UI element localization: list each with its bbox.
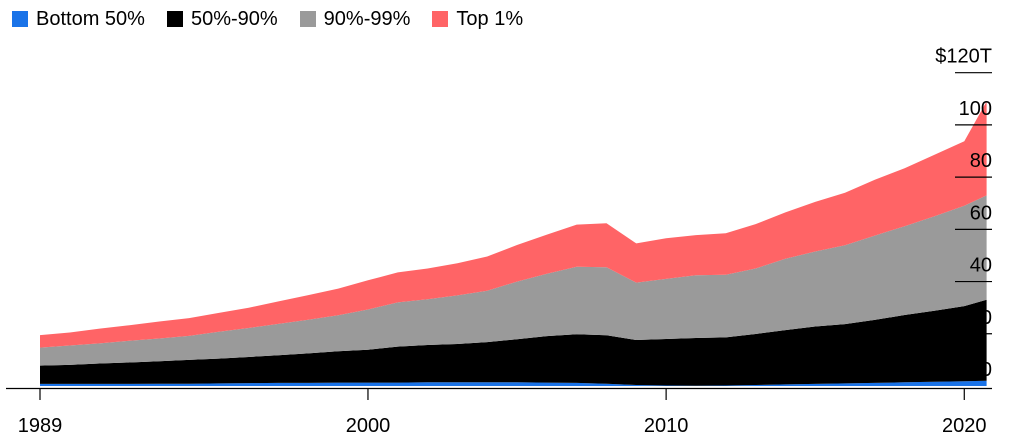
y-tick: 60 — [955, 202, 992, 230]
y-tick-label: 100 — [959, 98, 992, 120]
legend-label: 90%-99% — [323, 8, 411, 30]
area-90-99 — [40, 195, 987, 366]
legend-item-top-1: Top 1% — [432, 7, 523, 31]
stacked-areas — [40, 101, 987, 386]
legend-swatch — [299, 11, 316, 27]
legend-item-90-99: 90%-99% — [299, 7, 411, 31]
legend-label: Bottom 50% — [36, 8, 145, 30]
legend-swatch — [12, 11, 28, 27]
area-bottom-50 — [40, 380, 987, 386]
y-tick-label: 0 — [981, 359, 992, 381]
y-tick-label: $120T — [935, 46, 992, 68]
x-tick: 2000 — [346, 389, 391, 437]
y-tick-label: 60 — [970, 202, 992, 224]
legend-item-bottom-50: Bottom 50% — [12, 7, 145, 31]
x-axis: 1989 2000 2010 2020 — [18, 389, 987, 437]
x-tick: 1989 — [18, 389, 63, 437]
x-tick-label: 2020 — [942, 415, 987, 437]
y-tick: 40 — [955, 255, 992, 283]
x-tick: 2020 — [942, 389, 987, 437]
legend-label: Top 1% — [456, 8, 524, 30]
legend-swatch — [432, 11, 449, 27]
area-top-1 — [40, 101, 987, 348]
x-tick-label: 1989 — [18, 415, 63, 437]
x-tick-label: 2010 — [644, 415, 689, 437]
x-tick: 2010 — [644, 389, 689, 437]
y-axis: 0 20 40 60 80 100 $120T — [935, 46, 992, 381]
legend-label: 50%-90% — [190, 8, 278, 30]
y-tick: 20 — [955, 307, 992, 335]
y-tick: 100 — [955, 98, 992, 126]
y-tick: $120T — [935, 46, 992, 74]
legend-item-50-90: 50%-90% — [166, 7, 278, 31]
y-tick: 80 — [955, 150, 992, 178]
y-tick-label: 40 — [970, 255, 992, 277]
area-50-90 — [40, 299, 987, 386]
chart-legend: Bottom 50% 50%-90% 90%-99% Top 1% — [12, 7, 523, 31]
x-tick-label: 2000 — [346, 415, 391, 437]
y-tick-label: 20 — [970, 307, 992, 329]
legend-swatch — [166, 11, 183, 27]
y-tick: 0 — [981, 359, 992, 381]
y-tick-label: 80 — [970, 150, 992, 172]
